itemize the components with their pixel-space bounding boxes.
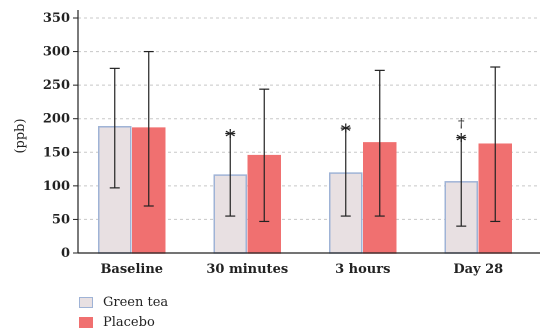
significance-marker-day-28-1: †: [458, 117, 465, 132]
y-tick-label-350: 350: [43, 11, 70, 26]
y-axis-label: (ppb): [13, 118, 28, 153]
significance-marker-3-hours-0: *: [341, 119, 351, 143]
legend-swatch-placebo: [79, 316, 93, 328]
legend: Green tea Placebo: [79, 292, 168, 332]
x-tick-label-3-hours: 3 hours: [335, 262, 390, 277]
x-tick-label-30-minutes: 30 minutes: [206, 262, 288, 277]
y-tick-label-50: 50: [52, 212, 70, 227]
legend-label-placebo: Placebo: [103, 314, 155, 330]
legend-item-placebo: Placebo: [79, 312, 168, 332]
bar-chart: 0 50 100 150 200 250 300 350 Baseline 30 minutes 3…: [13, 10, 540, 277]
legend-swatch-green-tea: [79, 296, 93, 308]
legend-label-green-tea: Green tea: [103, 294, 169, 310]
bars: [98, 50, 512, 254]
legend-item-green-tea: Green tea: [79, 292, 168, 312]
y-tick-label-250: 250: [43, 78, 70, 93]
y-tick-label-150: 150: [43, 145, 70, 160]
x-tick-label-baseline: Baseline: [100, 262, 163, 277]
y-tick-label-200: 200: [43, 112, 70, 127]
significance-marker-30-minutes-0: *: [225, 124, 235, 148]
y-tick-label-300: 300: [43, 45, 70, 60]
axes: 0 50 100 150 200 250 300 350 Baseline 30 minutes 3…: [43, 10, 540, 277]
significance-marker-day-28-0: *: [456, 129, 466, 153]
y-tick-label-100: 100: [43, 179, 70, 194]
x-tick-label-day-28: Day 28: [453, 262, 503, 277]
y-tick-label-0: 0: [61, 246, 70, 261]
